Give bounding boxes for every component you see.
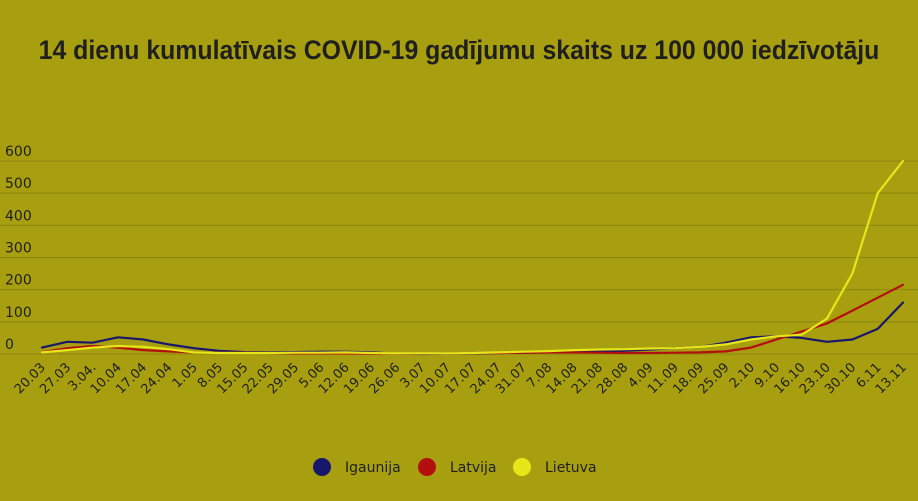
x-axis-ticks: 20.0327.033.04.10.0417.0424.041.058.0515… <box>12 360 910 397</box>
series-line-2 <box>40 283 905 355</box>
legend: Igaunija Latvija Lietuva <box>313 458 597 476</box>
y-tick-label: 600 <box>5 144 32 160</box>
series-line-3 <box>40 159 905 355</box>
y-tick-label: 300 <box>5 241 32 257</box>
legend-label: Igaunija <box>345 460 401 476</box>
legend-marker <box>418 458 436 476</box>
legend-label: Lietuva <box>545 460 597 476</box>
x-tick-label: 2.10 <box>727 360 758 391</box>
legend-marker <box>313 458 331 476</box>
chart-title: 14 dienu kumulatīvais COVID-19 gadījumu … <box>38 35 880 65</box>
y-axis-ticks: 0 100 200 300 400 500 600 <box>5 144 32 353</box>
y-tick-label: 500 <box>5 176 32 192</box>
y-tick-label: 100 <box>5 305 32 321</box>
legend-marker <box>513 458 531 476</box>
gridlines <box>0 160 918 355</box>
y-tick-label: 0 <box>5 337 14 353</box>
series-lines <box>40 159 905 356</box>
y-tick-label: 200 <box>5 273 32 289</box>
x-tick-label: 1.05 <box>170 360 201 391</box>
series-line-1 <box>40 301 905 356</box>
y-tick-label: 400 <box>5 208 32 224</box>
legend-label: Latvija <box>450 460 497 476</box>
